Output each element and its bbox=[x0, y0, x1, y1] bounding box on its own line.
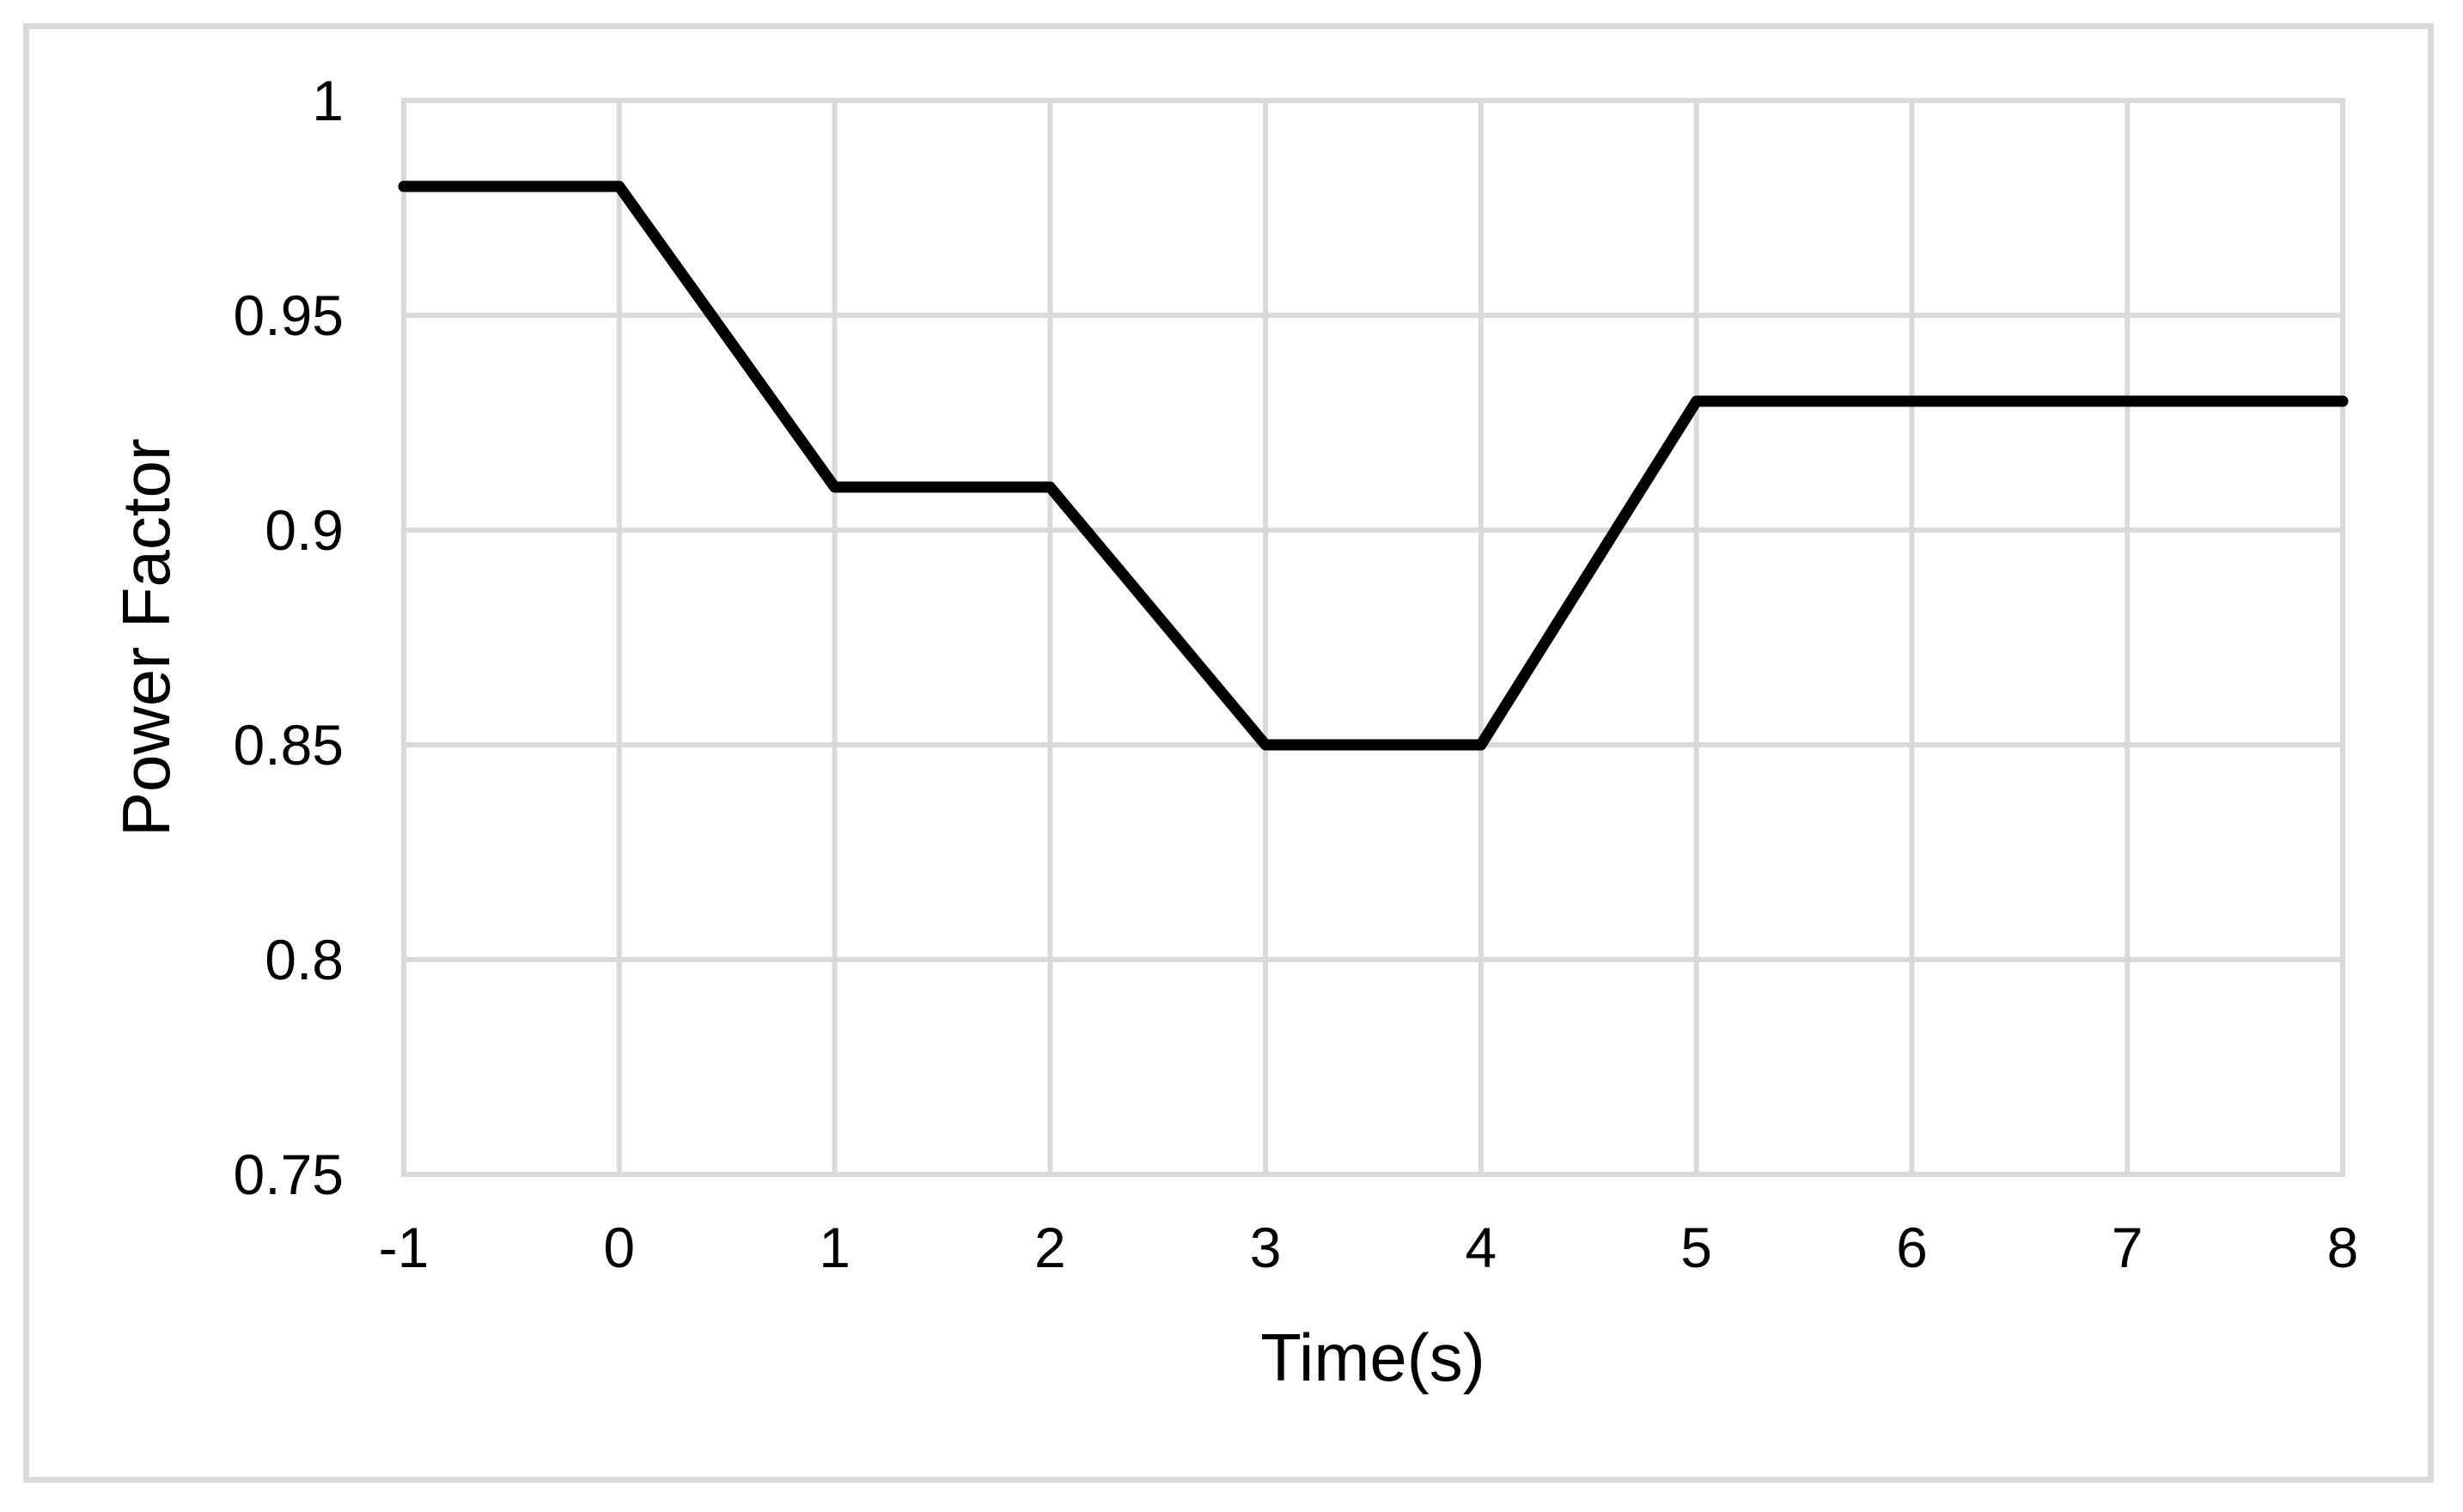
x-tick-label: -1 bbox=[378, 1216, 430, 1279]
x-tick-label: 7 bbox=[2111, 1216, 2143, 1279]
y-tick-label: 0.75 bbox=[233, 1143, 344, 1206]
y-axis-tick-labels: 1 0.95 0.9 0.85 0.8 0.75 bbox=[0, 0, 344, 1512]
figure-outer-border bbox=[23, 23, 2434, 1483]
y-tick-label: 0.85 bbox=[233, 713, 344, 777]
y-tick-label: 0.9 bbox=[265, 498, 344, 562]
y-tick-label: 0.8 bbox=[265, 928, 344, 991]
x-tick-label: 5 bbox=[1680, 1216, 1713, 1279]
series-line bbox=[398, 180, 2349, 751]
y-tick-label: 0.95 bbox=[233, 284, 344, 347]
x-axis-title: Time(s) bbox=[1260, 1320, 1485, 1395]
y-axis-title: Power Factor bbox=[108, 438, 184, 837]
x-tick-label: 6 bbox=[1896, 1216, 1928, 1279]
x-tick-label: 8 bbox=[2326, 1216, 2359, 1279]
x-tick-label: 1 bbox=[819, 1216, 850, 1279]
x-tick-label: 3 bbox=[1249, 1216, 1282, 1279]
x-tick-label: 4 bbox=[1465, 1216, 1497, 1279]
y-tick-label: 1 bbox=[312, 69, 344, 132]
x-tick-label: 0 bbox=[603, 1216, 636, 1279]
x-tick-label: 2 bbox=[1033, 1216, 1066, 1279]
